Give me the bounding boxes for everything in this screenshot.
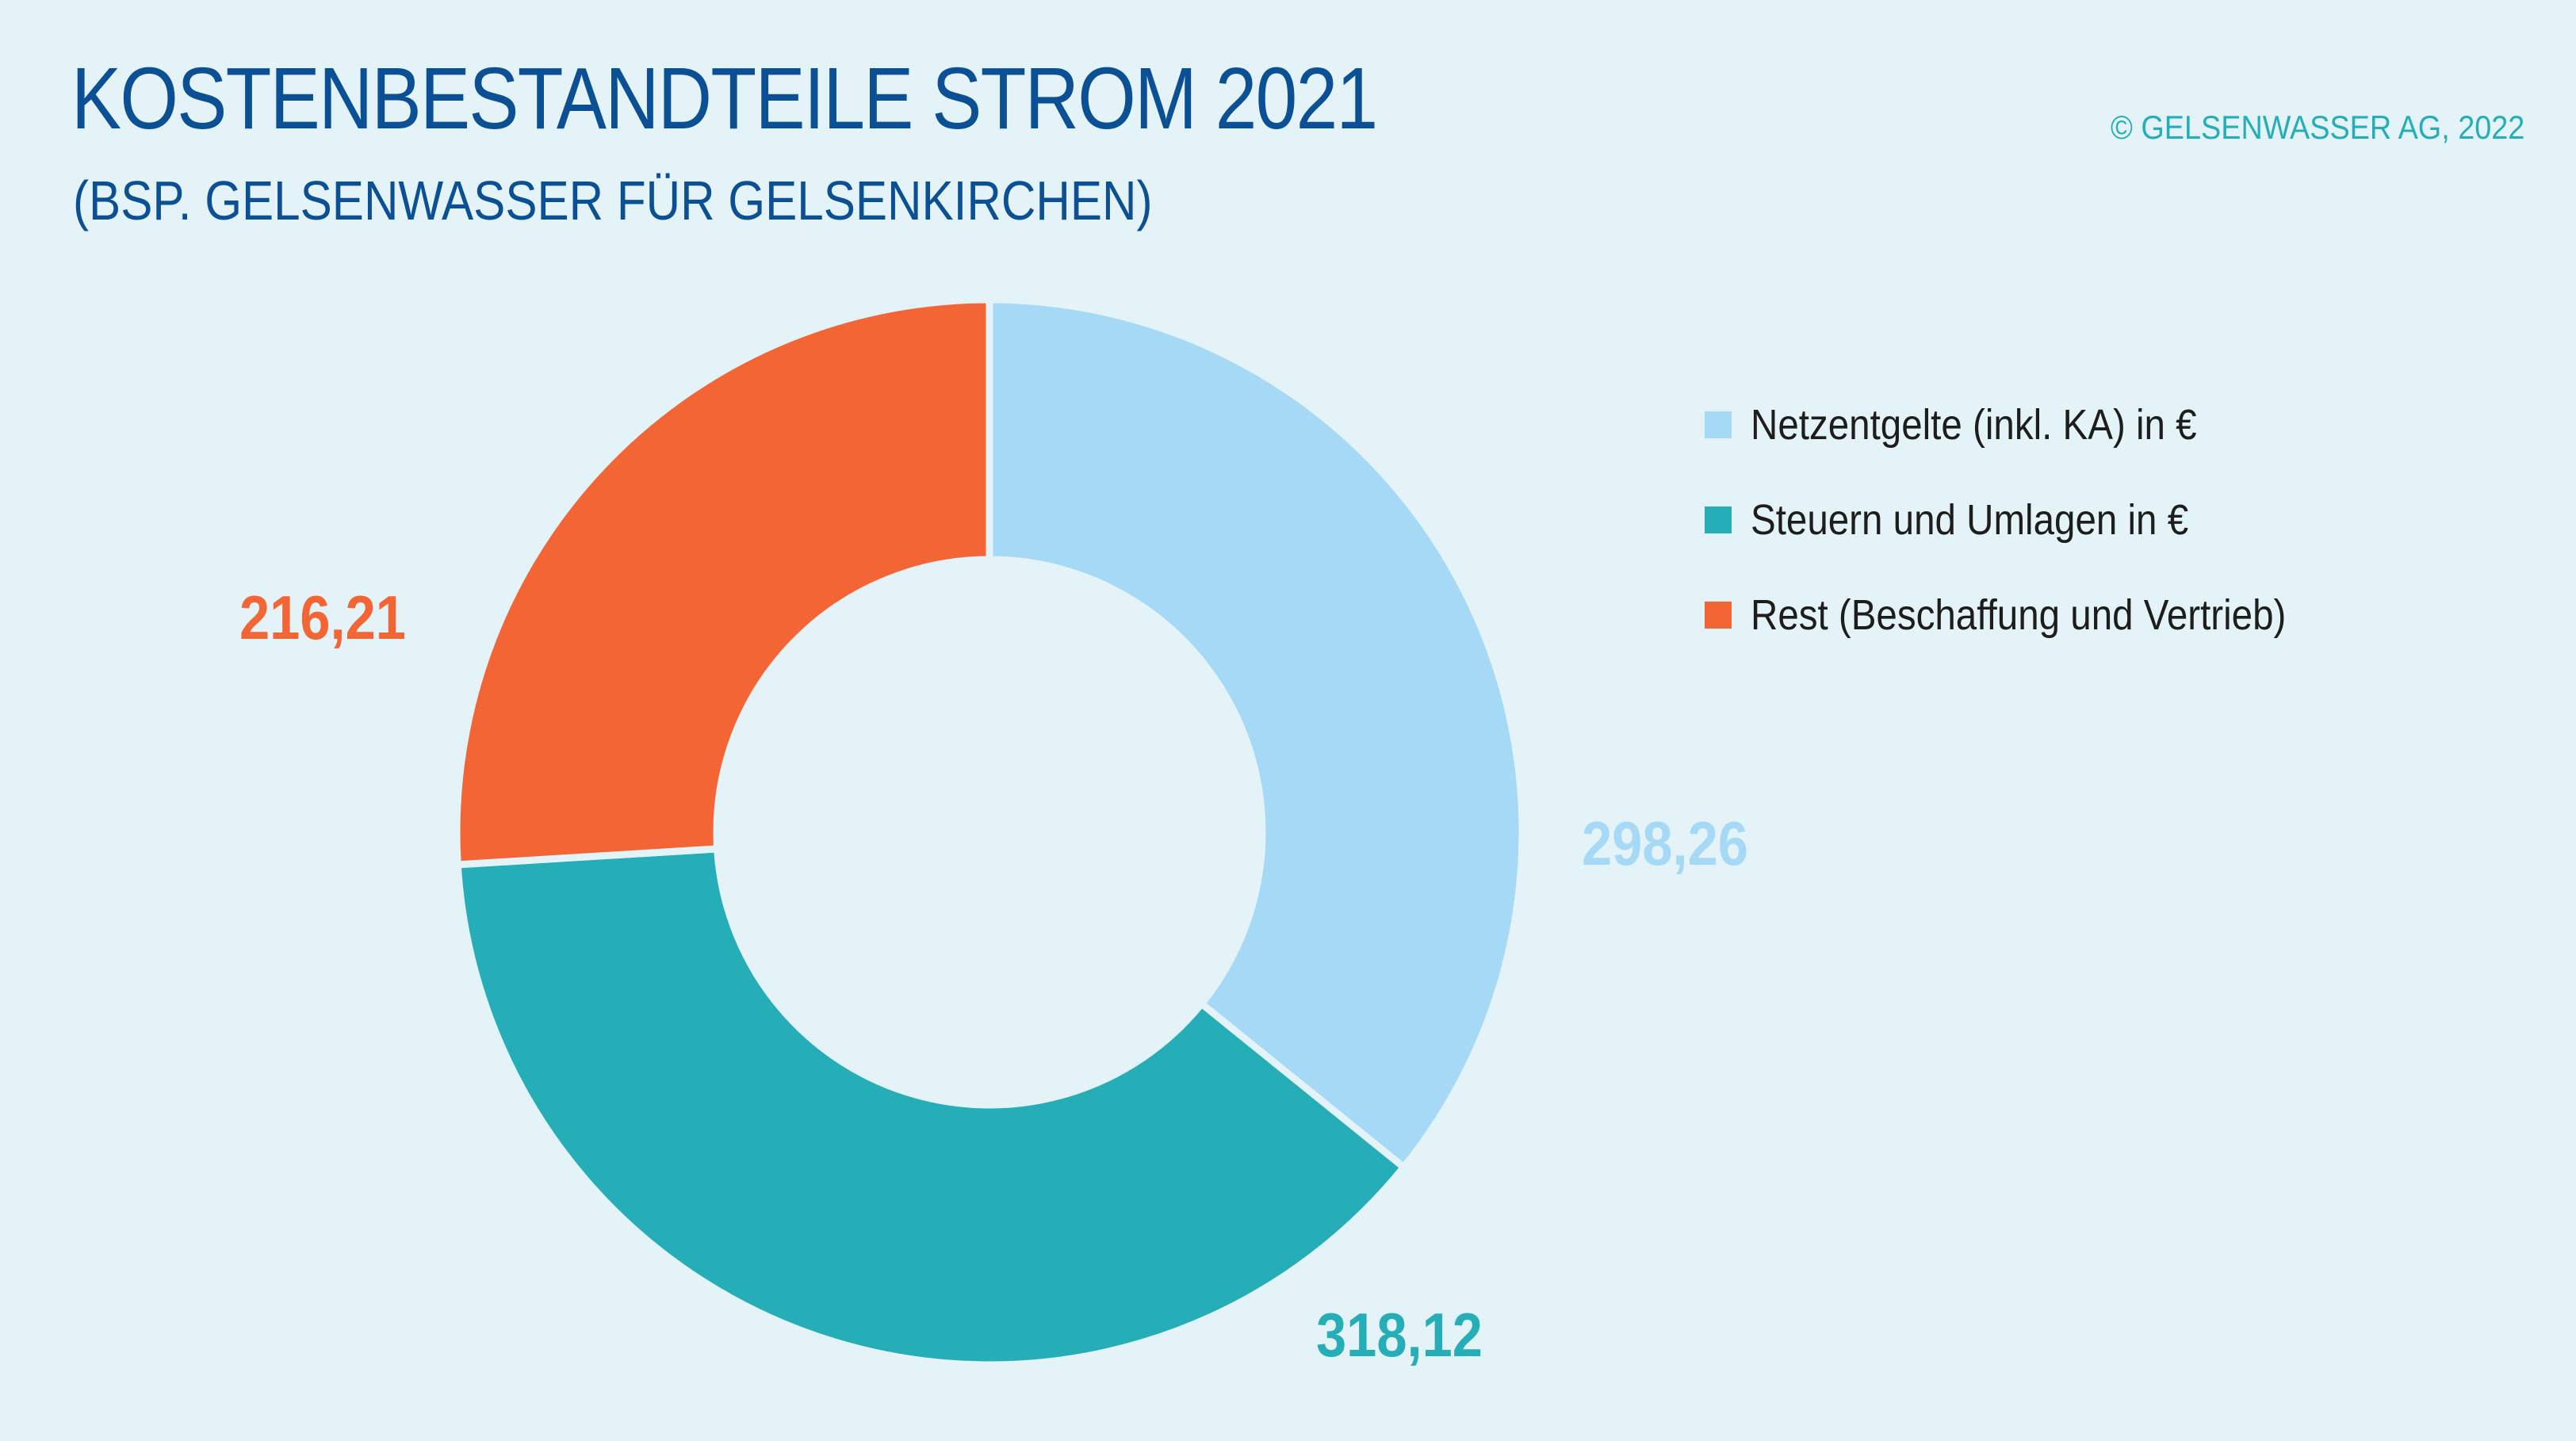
legend-item-netzentgelte: Netzentgelte (inkl. KA) in € bbox=[1705, 400, 2359, 449]
data-label-rest: 216,21 bbox=[239, 583, 406, 652]
data-label-steuern: 318,12 bbox=[1316, 1300, 1483, 1370]
legend-item-steuern: Steuern und Umlagen in € bbox=[1705, 495, 2359, 545]
donut-slice-steuern bbox=[454, 845, 1408, 1369]
chart-title: KOSTENBESTANDTEILE STROM 2021 bbox=[71, 50, 1378, 147]
legend-label-rest: Rest (Beschaffung und Vertrieb) bbox=[1751, 591, 2287, 639]
data-label-netzentgelte: 298,26 bbox=[1582, 808, 1748, 878]
donut-slice-rest bbox=[453, 296, 993, 869]
copyright-notice: © GELSENWASSER AG, 2022 bbox=[2110, 109, 2524, 146]
legend-item-rest: Rest (Beschaffung und Vertrieb) bbox=[1705, 591, 2359, 640]
donut-slice-netzentgelte bbox=[986, 296, 1526, 1172]
chart-subtitle: (BSP. GELSENWASSER FÜR GELSENKIRCHEN) bbox=[73, 170, 1153, 231]
legend-label-netzentgelte: Netzentgelte (inkl. KA) in € bbox=[1751, 401, 2197, 449]
legend-swatch-steuern bbox=[1705, 506, 1732, 533]
legend-swatch-rest bbox=[1705, 602, 1732, 629]
chart-legend: Netzentgelte (inkl. KA) in € Steuern und… bbox=[1705, 400, 2359, 686]
legend-label-steuern: Steuern und Umlagen in € bbox=[1751, 496, 2189, 544]
legend-swatch-netzentgelte bbox=[1705, 411, 1732, 438]
